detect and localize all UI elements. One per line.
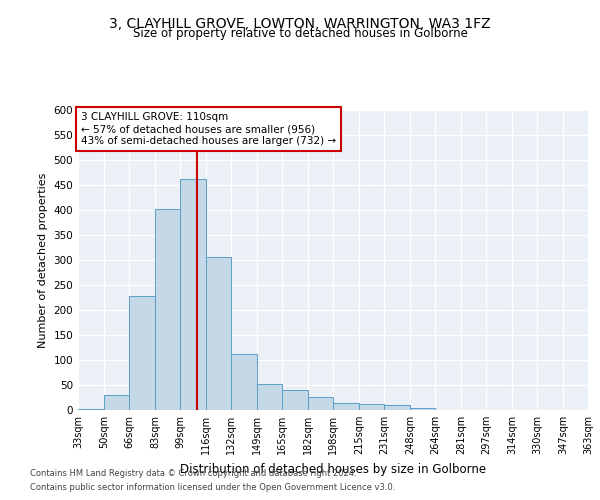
Y-axis label: Number of detached properties: Number of detached properties xyxy=(38,172,48,348)
Text: 3 CLAYHILL GROVE: 110sqm
← 57% of detached houses are smaller (956)
43% of semi-: 3 CLAYHILL GROVE: 110sqm ← 57% of detach… xyxy=(81,112,336,146)
Bar xyxy=(282,390,308,410)
Text: Size of property relative to detached houses in Golborne: Size of property relative to detached ho… xyxy=(133,28,467,40)
Bar xyxy=(359,404,384,410)
Bar xyxy=(78,408,104,410)
X-axis label: Distribution of detached houses by size in Golborne: Distribution of detached houses by size … xyxy=(180,462,486,475)
Text: Contains HM Land Registry data © Crown copyright and database right 2024.: Contains HM Land Registry data © Crown c… xyxy=(30,468,356,477)
Text: Contains public sector information licensed under the Open Government Licence v3: Contains public sector information licen… xyxy=(30,484,395,492)
Text: 3, CLAYHILL GROVE, LOWTON, WARRINGTON, WA3 1FZ: 3, CLAYHILL GROVE, LOWTON, WARRINGTON, W… xyxy=(109,18,491,32)
Bar xyxy=(129,296,155,410)
Bar xyxy=(206,256,231,410)
Bar xyxy=(410,408,435,410)
Bar xyxy=(384,405,410,410)
Bar xyxy=(231,354,257,410)
Bar xyxy=(257,384,282,410)
Bar xyxy=(333,403,359,410)
Bar xyxy=(308,396,333,410)
Bar xyxy=(104,395,129,410)
Bar xyxy=(180,179,206,410)
Bar xyxy=(155,209,180,410)
